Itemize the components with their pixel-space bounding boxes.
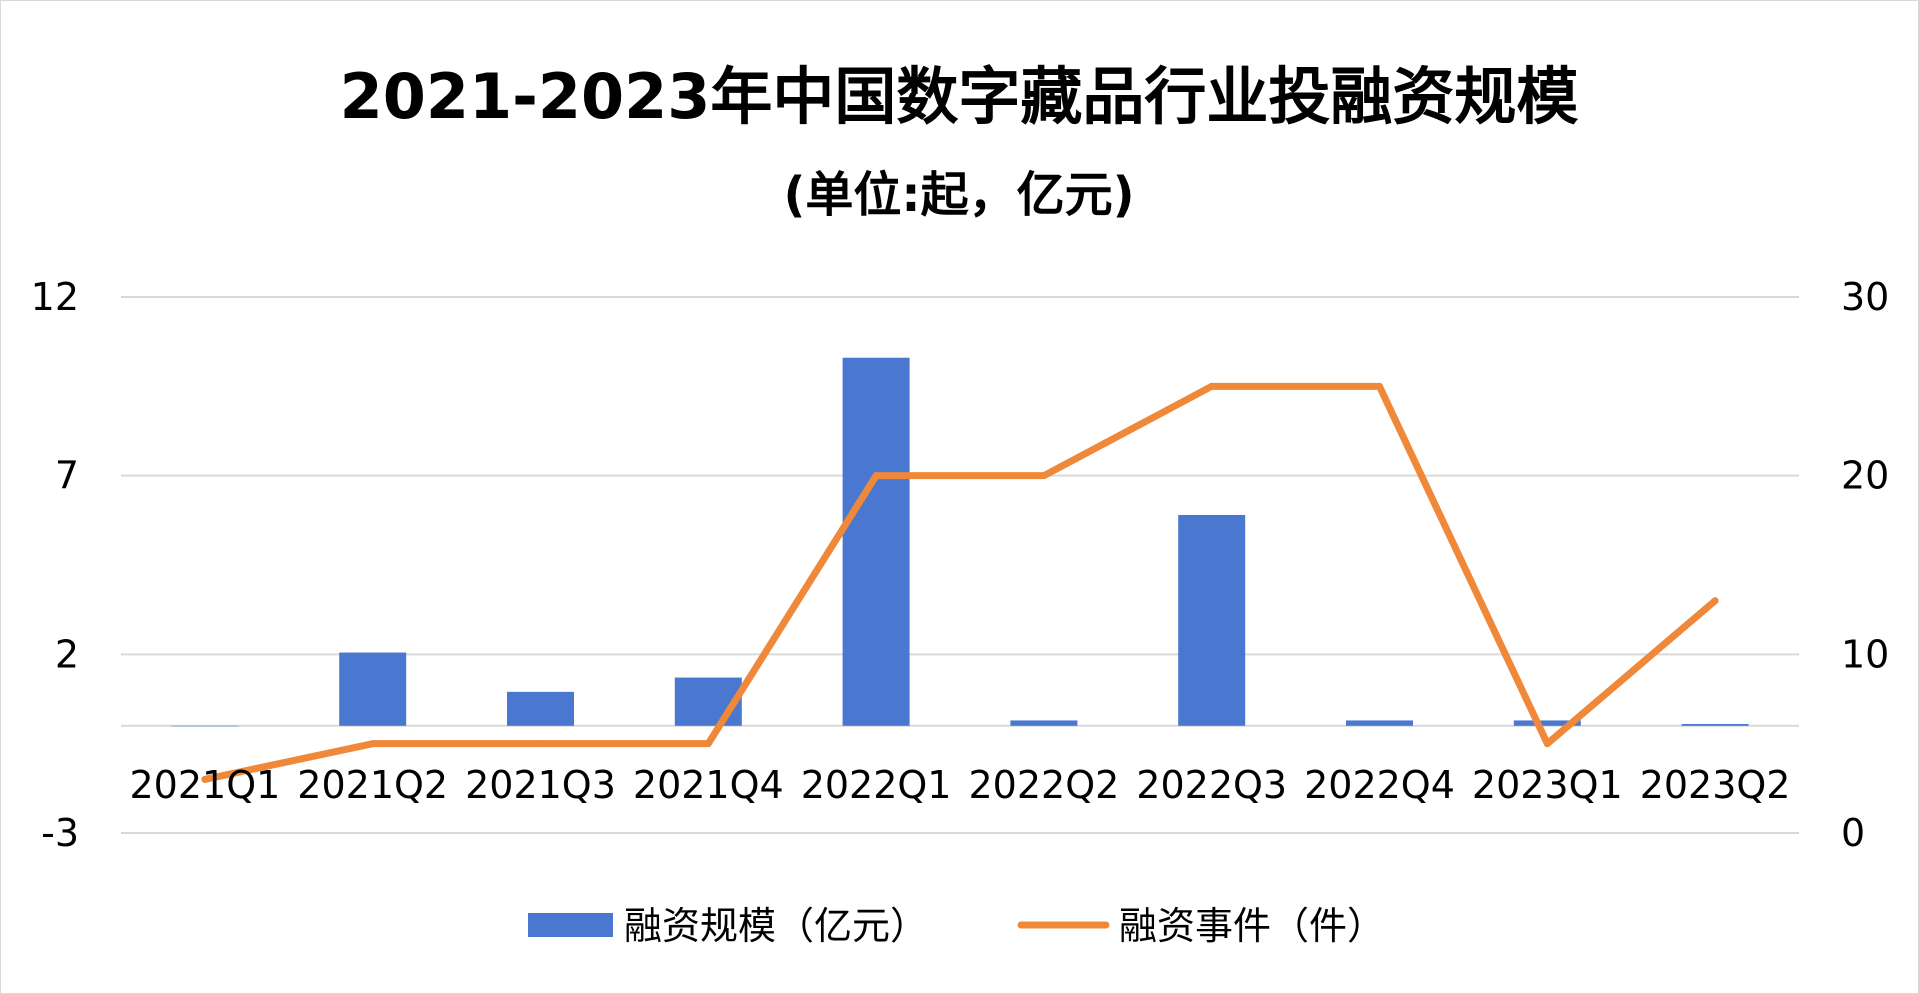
x-tick-label: 2023Q2 — [1640, 763, 1791, 807]
bar-2022Q2 — [1010, 720, 1078, 726]
grid-layer — [121, 296, 1799, 834]
bar-2023Q1 — [1513, 720, 1581, 726]
x-tick-label: 2022Q4 — [1304, 763, 1455, 807]
bar-2021Q2 — [339, 652, 407, 726]
y-right-tick-label: 0 — [1841, 811, 1865, 855]
chart-title: 2021-2023年中国数字藏品行业投融资规模 — [340, 60, 1579, 133]
x-tick-label: 2023Q1 — [1472, 763, 1623, 807]
bar-2021Q1 — [171, 725, 239, 727]
y-left-tick-label: 12 — [31, 275, 79, 319]
line-point-2022Q3 — [1208, 382, 1216, 390]
line-point-2022Q2 — [1040, 472, 1048, 480]
legend-label-line: 融资事件（件） — [1119, 904, 1385, 948]
line-point-2022Q1 — [872, 472, 880, 480]
y-left-tick-label: -3 — [41, 811, 79, 855]
x-tick-label: 2021Q2 — [297, 763, 448, 807]
line-point-2023Q2 — [1711, 597, 1719, 605]
legend-label-bar: 融资规模（亿元） — [624, 904, 928, 948]
line-point-2023Q1 — [1543, 740, 1551, 748]
bar-2022Q3 — [1178, 514, 1246, 726]
x-tick-label: 2021Q3 — [465, 763, 616, 807]
y-right-tick-label: 30 — [1841, 275, 1889, 319]
bar-2022Q1 — [842, 357, 910, 726]
x-tick-label: 2022Q1 — [801, 763, 952, 807]
bar-2022Q4 — [1346, 720, 1413, 726]
legend-layer: 融资规模（亿元） 融资事件（件） — [528, 904, 1385, 948]
bar-2023Q2 — [1681, 724, 1749, 726]
x-tick-label: 2021Q1 — [130, 763, 281, 807]
x-tick-label: 2022Q2 — [969, 763, 1120, 807]
axis-label-layer: 12 7 2 -3 30 20 10 0 2021Q1 2021Q2 2021Q3 2021Q4 202… — [31, 275, 1890, 855]
x-tick-label: 2022Q3 — [1136, 763, 1287, 807]
y-left-tick-label: 2 — [55, 632, 79, 676]
line-point-2021Q2 — [369, 740, 377, 748]
line-series-events — [201, 382, 1719, 783]
chart-subtitle: (单位:起，亿元) — [783, 167, 1134, 223]
line-point-2021Q1 — [201, 775, 209, 783]
line-point-2021Q4 — [704, 740, 712, 748]
x-tick-label: 2021Q4 — [633, 763, 784, 807]
legend-swatch-bar — [528, 913, 613, 937]
bar-2021Q3 — [507, 691, 574, 726]
line-point-2021Q3 — [537, 740, 544, 748]
line-point-2022Q4 — [1376, 382, 1383, 390]
y-right-tick-label: 20 — [1841, 454, 1889, 498]
y-left-tick-label: 7 — [55, 454, 79, 498]
y-right-tick-label: 10 — [1841, 632, 1889, 676]
line-layer — [201, 382, 1719, 783]
